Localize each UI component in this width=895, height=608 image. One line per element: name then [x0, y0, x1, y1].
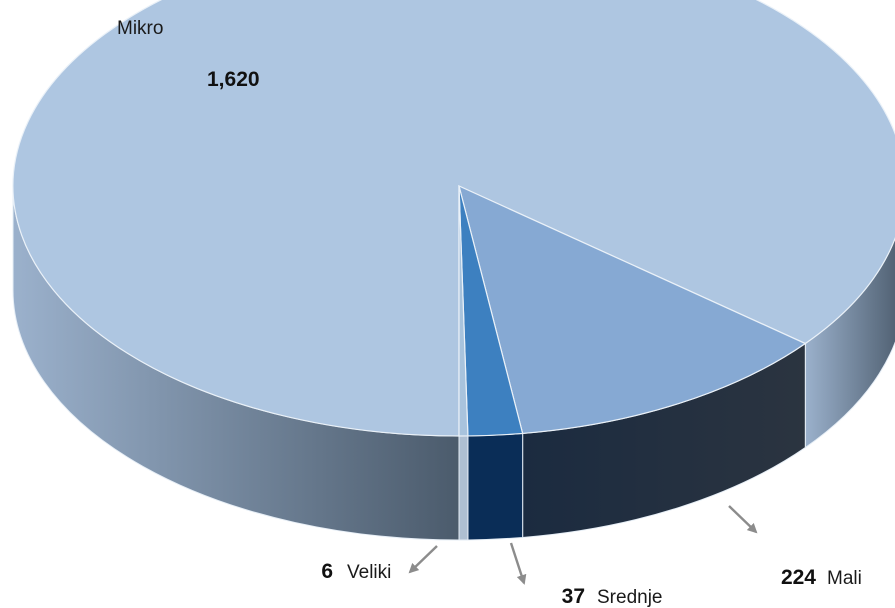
- pie-top-slices: [12, 0, 895, 437]
- value-label-mikro: 1,620: [207, 68, 260, 91]
- leader-line-mali: [728, 505, 758, 534]
- side-wall-veliki-0: [458, 435, 469, 541]
- value-label-mali: 224: [781, 566, 816, 589]
- pie-slice-mikro: [12, 0, 895, 437]
- pie-slice-mali: [458, 184, 807, 435]
- category-label-veliki: Veliki: [347, 562, 391, 583]
- value-label-srednje: 37: [562, 585, 585, 608]
- pie-side-walls: [12, 185, 895, 541]
- value-label-veliki: 6: [321, 560, 333, 583]
- leader-lines: [408, 505, 758, 585]
- data-labels: Mikro 1,620 Mali 224 Srednje 37 Veliki 6: [117, 18, 862, 608]
- leader-line-srednje: [509, 542, 527, 585]
- category-label-mali: Mali: [827, 568, 862, 589]
- pie-slice-veliki: [458, 185, 469, 437]
- category-label-srednje: Srednje: [597, 587, 663, 608]
- category-label-mikro: Mikro: [117, 18, 163, 39]
- leader-line-veliki: [408, 545, 438, 574]
- side-wall-srednje-0: [467, 432, 524, 541]
